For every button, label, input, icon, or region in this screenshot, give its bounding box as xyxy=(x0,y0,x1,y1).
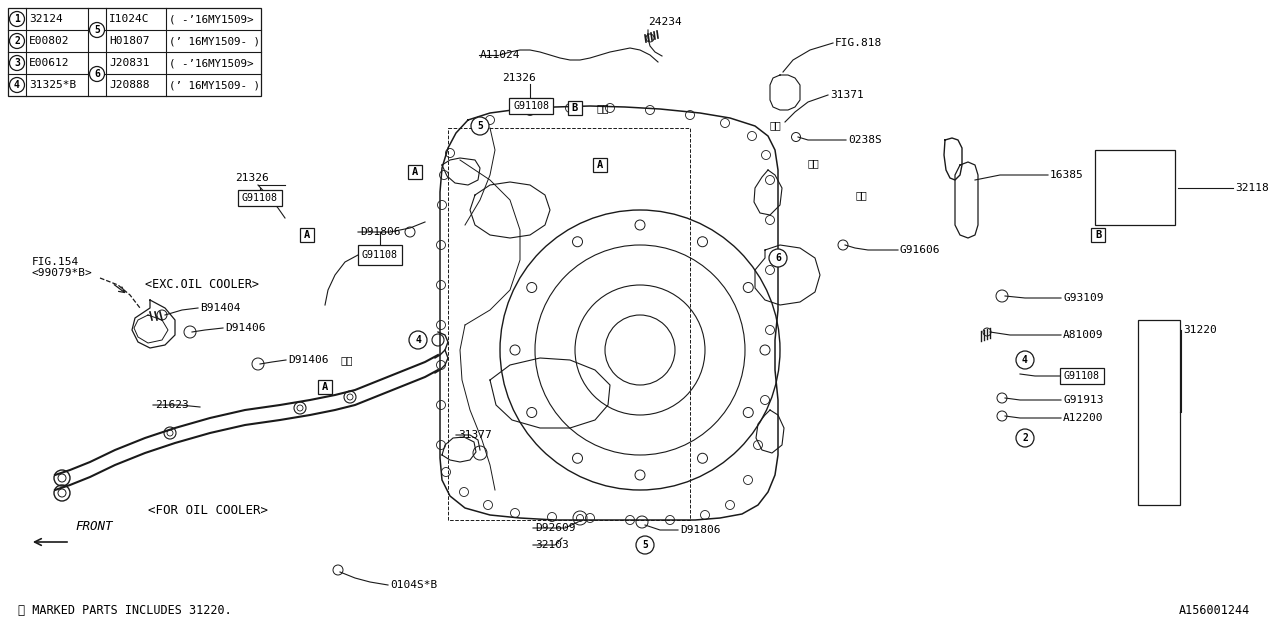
Circle shape xyxy=(471,117,489,135)
Bar xyxy=(568,101,582,115)
Text: 2: 2 xyxy=(14,36,20,46)
Text: ※ MARKED PARTS INCLUDES 31220.: ※ MARKED PARTS INCLUDES 31220. xyxy=(18,604,232,616)
Text: FIG.154: FIG.154 xyxy=(32,257,79,267)
Text: G91108: G91108 xyxy=(1064,371,1100,381)
Text: 31325*B: 31325*B xyxy=(29,80,77,90)
Text: H01807: H01807 xyxy=(109,36,150,46)
Text: 16385: 16385 xyxy=(1050,170,1084,180)
Text: D91406: D91406 xyxy=(225,323,265,333)
Text: J20888: J20888 xyxy=(109,80,150,90)
Text: D91806: D91806 xyxy=(360,227,401,237)
Text: A11024: A11024 xyxy=(480,50,521,60)
Text: E00802: E00802 xyxy=(29,36,69,46)
Circle shape xyxy=(9,77,24,93)
Text: A: A xyxy=(596,160,603,170)
Text: D92609: D92609 xyxy=(535,523,576,533)
Bar xyxy=(1094,150,1175,225)
Bar xyxy=(8,8,261,96)
Text: 21623: 21623 xyxy=(155,400,188,410)
Text: 31220: 31220 xyxy=(1183,325,1217,335)
Bar xyxy=(593,158,607,172)
Circle shape xyxy=(90,22,105,38)
Text: 0238S: 0238S xyxy=(849,135,882,145)
Text: G91913: G91913 xyxy=(1062,395,1103,405)
Circle shape xyxy=(410,331,428,349)
Bar xyxy=(1138,320,1180,505)
Text: A: A xyxy=(321,382,328,392)
Text: A: A xyxy=(412,167,419,177)
Text: 1: 1 xyxy=(14,14,20,24)
Text: 32124: 32124 xyxy=(29,14,63,24)
Text: <EXC.OIL COOLER>: <EXC.OIL COOLER> xyxy=(145,278,259,291)
Bar xyxy=(1091,228,1105,242)
Text: (’ 16MY1509- ): (’ 16MY1509- ) xyxy=(169,36,260,46)
Bar xyxy=(300,228,314,242)
Circle shape xyxy=(9,12,24,26)
Text: FIG.818: FIG.818 xyxy=(835,38,882,48)
Bar xyxy=(509,98,553,114)
Circle shape xyxy=(769,249,787,267)
Text: ( -’16MY1509>: ( -’16MY1509> xyxy=(169,14,253,24)
Text: 32103: 32103 xyxy=(535,540,568,550)
Circle shape xyxy=(9,33,24,49)
Text: J20831: J20831 xyxy=(109,58,150,68)
Text: 6: 6 xyxy=(776,253,781,263)
Text: A12200: A12200 xyxy=(1062,413,1103,423)
Circle shape xyxy=(636,536,654,554)
Text: 4: 4 xyxy=(14,80,20,90)
Circle shape xyxy=(1016,429,1034,447)
Text: 31371: 31371 xyxy=(829,90,864,100)
Text: E00612: E00612 xyxy=(29,58,69,68)
Text: G91108: G91108 xyxy=(513,101,549,111)
Text: B: B xyxy=(1094,230,1101,240)
Text: <FOR OIL COOLER>: <FOR OIL COOLER> xyxy=(148,504,268,516)
Text: 6: 6 xyxy=(93,69,100,79)
Text: G91108: G91108 xyxy=(242,193,278,203)
Text: <99079*B>: <99079*B> xyxy=(32,268,92,278)
Text: 21326: 21326 xyxy=(502,73,536,83)
Text: 24234: 24234 xyxy=(648,17,682,27)
Text: G91606: G91606 xyxy=(900,245,941,255)
Bar xyxy=(408,165,422,179)
Text: B91404: B91404 xyxy=(200,303,241,313)
Text: A81009: A81009 xyxy=(1062,330,1103,340)
Text: B: B xyxy=(572,103,579,113)
Bar xyxy=(317,380,332,394)
Text: 3: 3 xyxy=(14,58,20,68)
Text: D91406: D91406 xyxy=(288,355,329,365)
Text: 4: 4 xyxy=(415,335,421,345)
Text: D91806: D91806 xyxy=(680,525,721,535)
Text: 21326: 21326 xyxy=(236,173,269,183)
Text: 0104S*B: 0104S*B xyxy=(390,580,438,590)
Text: (’ 16MY1509- ): (’ 16MY1509- ) xyxy=(169,80,260,90)
Text: ※③: ※③ xyxy=(808,158,819,168)
Circle shape xyxy=(1016,351,1034,369)
Text: 5: 5 xyxy=(93,25,100,35)
Bar xyxy=(1060,368,1103,384)
Text: G93109: G93109 xyxy=(1062,293,1103,303)
Text: ※③: ※③ xyxy=(855,190,867,200)
Text: 5: 5 xyxy=(477,121,483,131)
Text: ※③: ※③ xyxy=(340,355,352,365)
Text: 4: 4 xyxy=(1021,355,1028,365)
Circle shape xyxy=(9,56,24,70)
Text: G91108: G91108 xyxy=(362,250,398,260)
Text: ( -’16MY1509>: ( -’16MY1509> xyxy=(169,58,253,68)
Bar xyxy=(238,190,282,206)
Text: A156001244: A156001244 xyxy=(1179,604,1251,616)
Text: FRONT: FRONT xyxy=(76,520,113,534)
Text: ※①: ※① xyxy=(771,120,782,130)
Text: ※①: ※① xyxy=(596,103,608,113)
Text: A: A xyxy=(303,230,310,240)
Text: 2: 2 xyxy=(1021,433,1028,443)
Text: I1024C: I1024C xyxy=(109,14,150,24)
Circle shape xyxy=(90,67,105,81)
Text: 5: 5 xyxy=(643,540,648,550)
Text: 32118: 32118 xyxy=(1235,183,1268,193)
Bar xyxy=(358,245,402,265)
Text: 31377: 31377 xyxy=(458,430,492,440)
